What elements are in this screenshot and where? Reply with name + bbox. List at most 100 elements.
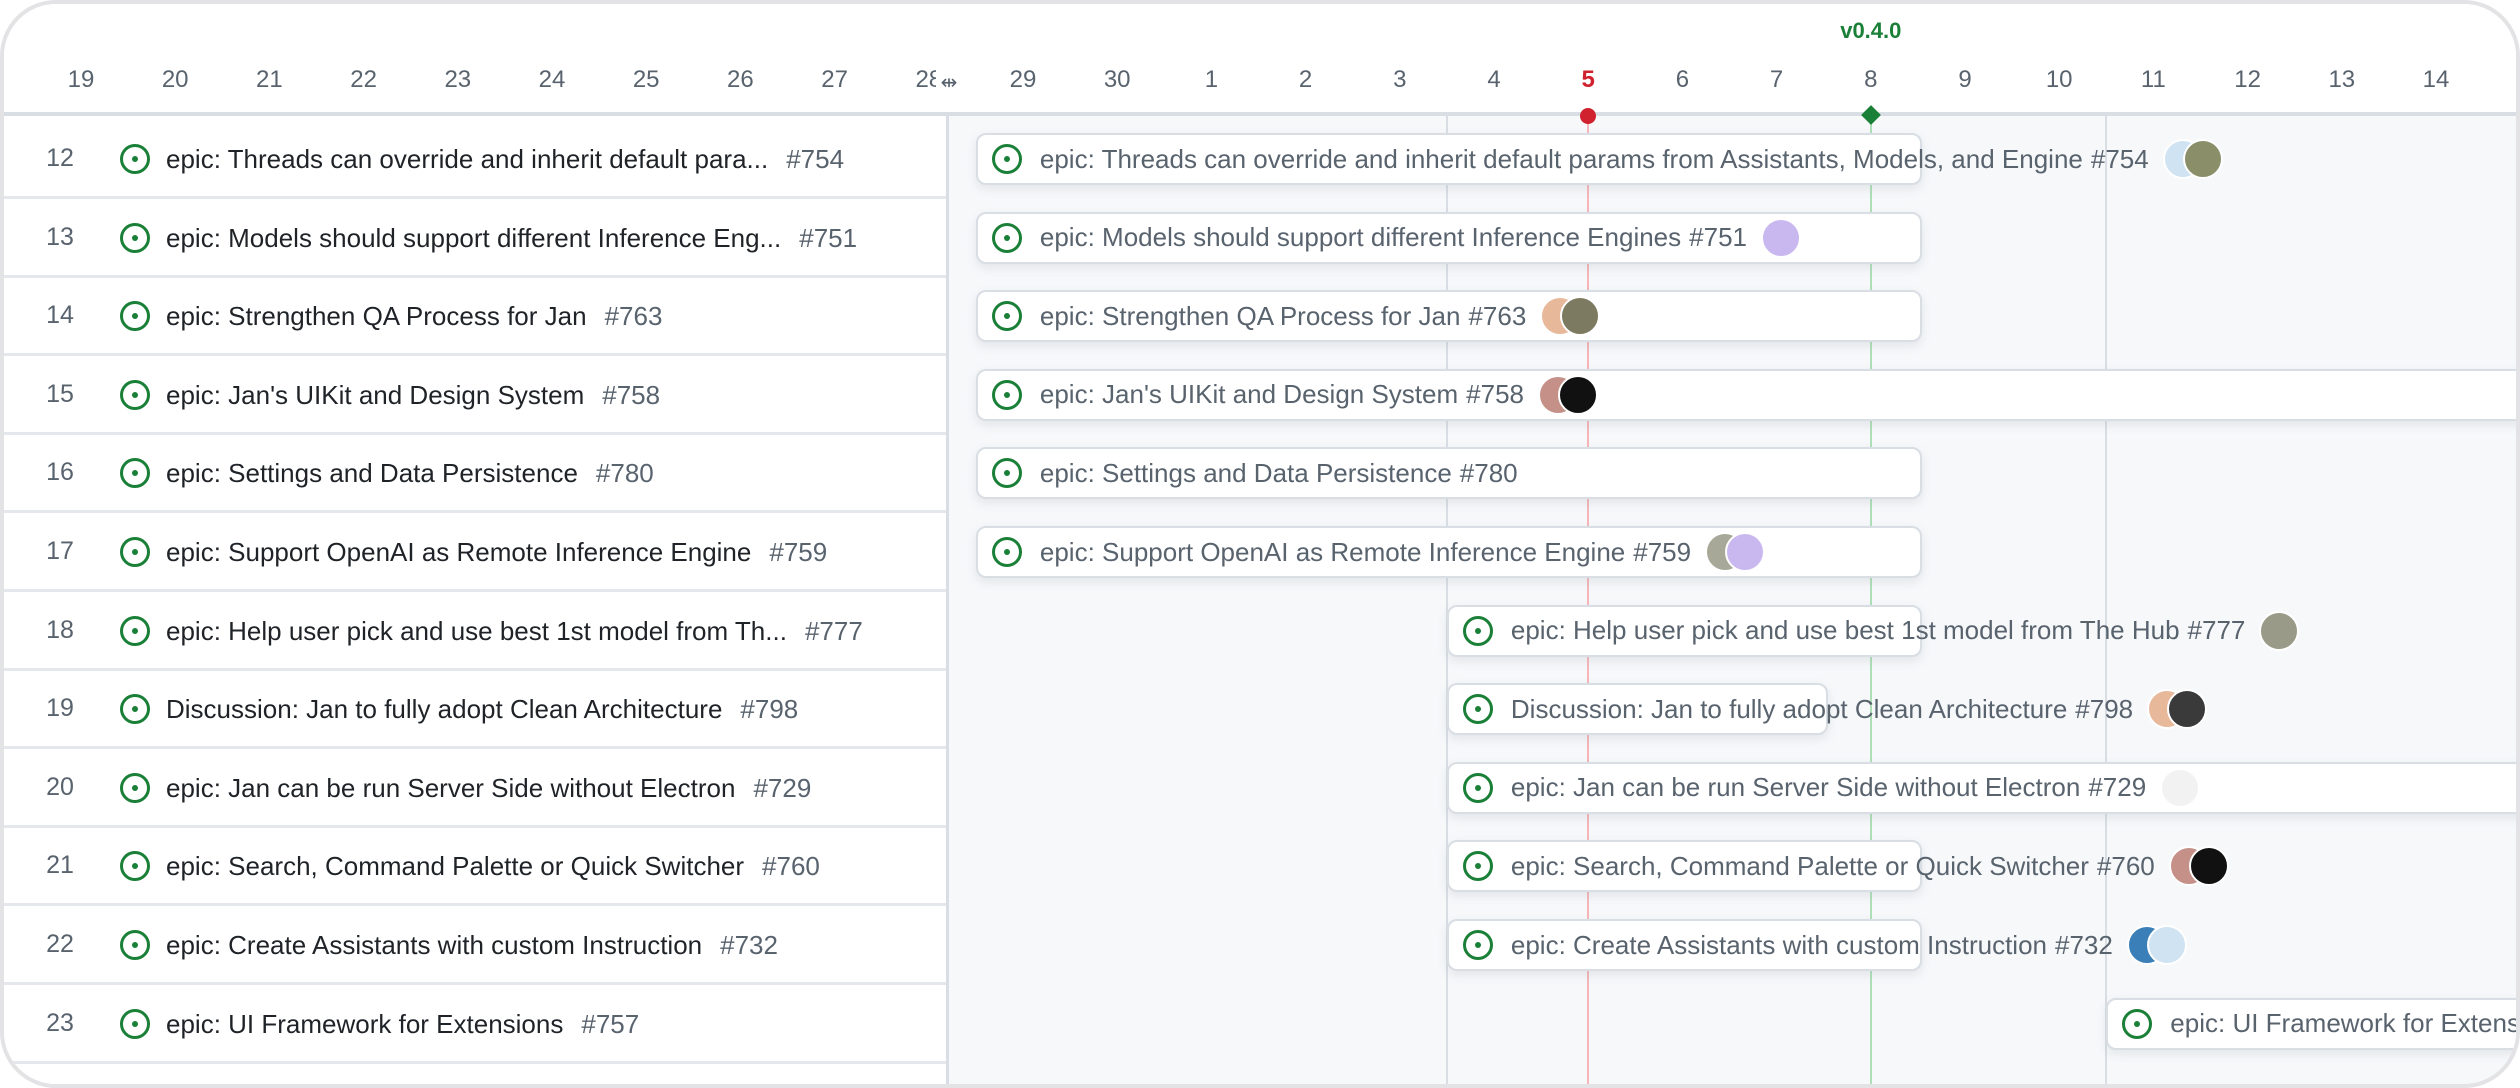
table-row[interactable]: 21 epic: Search, Command Palette or Quick… bbox=[4, 827, 946, 907]
issue-title-link[interactable]: epic: Search, Command Palette or Quick S… bbox=[166, 851, 820, 882]
avatar[interactable] bbox=[2259, 610, 2300, 651]
avatar[interactable] bbox=[1560, 296, 1601, 337]
bar-issue-number: #751 bbox=[1689, 222, 1747, 253]
bar-content: epic: Jan's UIKit and Design System #758 bbox=[991, 371, 1598, 419]
table-row[interactable]: 23 epic: UI Framework for Extensions #757 bbox=[4, 985, 946, 1064]
issue-number: #732 bbox=[720, 930, 778, 960]
day-tick: 13 bbox=[2328, 66, 2356, 93]
issue-number: #760 bbox=[762, 851, 820, 882]
roadmap-bar[interactable]: Discussion: Jan to fully adopt Clean Arc… bbox=[1446, 683, 2208, 736]
row-number: 18 bbox=[46, 615, 74, 644]
issue-number: #777 bbox=[804, 615, 863, 646]
issue-title-link[interactable]: epic: UI Framework for Extensions #757 bbox=[166, 1008, 640, 1039]
day-tick: 1 bbox=[1204, 66, 1219, 93]
issue-open-icon bbox=[120, 458, 150, 489]
assignee-avatars bbox=[2147, 689, 2208, 730]
roadmap-bar[interactable]: epic: Jan's UIKit and Design System #758 bbox=[975, 368, 2516, 421]
avatar[interactable] bbox=[2182, 139, 2223, 179]
issue-title-link[interactable]: epic: Jan's UIKit and Design System #758 bbox=[166, 379, 661, 410]
issue-title-link[interactable]: epic: Jan can be run Server Side without… bbox=[166, 772, 812, 803]
bar-title: epic: Jan can be run Server Side without… bbox=[1510, 772, 2081, 803]
bar-title: Discussion: Jan to fully adopt Clean Arc… bbox=[1510, 693, 2068, 724]
day-tick: 9 bbox=[1958, 66, 1972, 93]
table-row[interactable]: 13 epic: Models should support different … bbox=[4, 199, 946, 278]
issue-open-icon bbox=[1462, 615, 1493, 646]
issue-title-link[interactable]: epic: Threads can override and inherit d… bbox=[166, 144, 845, 174]
roadmap-bar[interactable]: epic: Threads can override and inherit d… bbox=[975, 133, 2223, 185]
issue-title-link[interactable]: epic: Support OpenAI as Remote Inference… bbox=[166, 537, 828, 567]
avatar[interactable] bbox=[2167, 689, 2208, 730]
issue-number: #751 bbox=[799, 222, 858, 253]
avatar[interactable] bbox=[1725, 532, 1766, 572]
roadmap-bar[interactable]: epic: Help user pick and use best 1st mo… bbox=[1446, 604, 2300, 657]
milestone-label[interactable]: v0.4.0 bbox=[1840, 18, 1902, 43]
issue-number: #780 bbox=[595, 458, 654, 489]
bar-content: epic: Models should support different In… bbox=[991, 214, 1801, 262]
bar-title: epic: Strengthen QA Process for Jan bbox=[1039, 300, 1461, 331]
roadmap-bar[interactable]: epic: Strengthen QA Process for Jan #763 bbox=[975, 290, 1922, 343]
assignee-avatars bbox=[2162, 139, 2223, 179]
resize-handle-icon[interactable]: ⇹ bbox=[936, 68, 962, 98]
roadmap-bar[interactable]: epic: Jan can be run Server Side without… bbox=[1446, 761, 2516, 814]
day-tick: 5 bbox=[1581, 66, 1595, 93]
issue-title-link[interactable]: epic: Strengthen QA Process for Jan #763 bbox=[166, 301, 663, 332]
roadmap-bar[interactable]: epic: Support OpenAI as Remote Inference… bbox=[975, 526, 1922, 578]
day-tick: 2 bbox=[1298, 66, 1313, 93]
issue-title-link[interactable]: epic: Create Assistants with custom Inst… bbox=[166, 930, 778, 960]
roadmap-bar[interactable]: epic: Create Assistants with custom Inst… bbox=[1446, 919, 2187, 971]
bar-title: epic: Create Assistants with custom Inst… bbox=[1510, 929, 2048, 960]
assignee-avatars bbox=[1705, 532, 1766, 572]
day-tick: 20 bbox=[161, 66, 189, 93]
issue-open-icon bbox=[120, 537, 150, 567]
avatar[interactable] bbox=[2188, 846, 2229, 887]
row-number: 12 bbox=[46, 144, 74, 172]
table-row[interactable]: 18 epic: Help user pick and use best 1st … bbox=[4, 592, 946, 671]
row-number: 21 bbox=[46, 851, 74, 880]
assignee-avatars bbox=[2160, 767, 2201, 808]
day-tick: 14 bbox=[2422, 66, 2450, 93]
day-tick: 19 bbox=[67, 66, 95, 93]
assignee-avatars bbox=[1761, 217, 1801, 258]
bar-issue-number: #758 bbox=[1466, 379, 1524, 410]
issue-title-link[interactable]: epic: Models should support different In… bbox=[166, 222, 858, 253]
issue-number: #754 bbox=[786, 144, 845, 174]
bar-title: epic: Models should support different In… bbox=[1039, 222, 1682, 253]
row-number: 22 bbox=[46, 930, 74, 958]
issue-title-link[interactable]: Discussion: Jan to fully adopt Clean Arc… bbox=[166, 694, 799, 725]
table-row[interactable]: 12 epic: Threads can override and inherit… bbox=[4, 120, 946, 199]
roadmap-bar[interactable]: epic: Settings and Data Persistence #780 bbox=[975, 447, 1922, 500]
roadmap-bar[interactable]: epic: UI Framework for Extensions #757 bbox=[2106, 997, 2516, 1050]
today-marker bbox=[1580, 108, 1597, 124]
table-row[interactable]: 14 epic: Strengthen QA Process for Jan #76… bbox=[4, 277, 946, 357]
table-row[interactable]: 16 epic: Settings and Data Persistence #78… bbox=[4, 434, 946, 514]
issue-open-icon bbox=[991, 458, 1022, 489]
avatar[interactable] bbox=[1558, 374, 1598, 415]
avatar[interactable] bbox=[2146, 925, 2187, 965]
table-row[interactable]: 22 epic: Create Assistants with custom In… bbox=[4, 906, 946, 985]
avatar[interactable] bbox=[1761, 217, 1801, 258]
bar-content: epic: Support OpenAI as Remote Inference… bbox=[991, 528, 1766, 576]
issue-open-icon bbox=[1462, 930, 1493, 960]
issue-title-link[interactable]: epic: Help user pick and use best 1st mo… bbox=[166, 615, 863, 646]
table-row[interactable]: 20 epic: Jan can be run Server Side witho… bbox=[4, 749, 946, 828]
table-row[interactable]: 17 epic: Support OpenAI as Remote Inferen… bbox=[4, 513, 946, 592]
roadmap-bar[interactable]: epic: Models should support different In… bbox=[975, 211, 1922, 264]
day-tick: 26 bbox=[727, 66, 754, 93]
assignee-avatars bbox=[2168, 846, 2229, 887]
issue-title-link[interactable]: epic: Settings and Data Persistence #780 bbox=[166, 458, 654, 489]
day-tick: 4 bbox=[1487, 66, 1501, 93]
bar-content: epic: UI Framework for Extensions #757 bbox=[2122, 1000, 2516, 1048]
bar-title: epic: Threads can override and inherit d… bbox=[1039, 143, 2083, 174]
timeline-header: 19 20 21 22 23 24 25 26 27 28 29 30 1 2 3 4 5 6 7 8 9 10 11 12 1… bbox=[4, 4, 2516, 116]
bar-issue-number: #729 bbox=[2088, 772, 2147, 803]
table-row[interactable]: 19 Discussion: Jan to fully adopt Clean A… bbox=[4, 670, 946, 750]
roadmap-bar[interactable]: epic: Search, Command Palette or Quick S… bbox=[1446, 840, 2229, 893]
row-number: 23 bbox=[46, 1008, 74, 1037]
assignee-avatars bbox=[2259, 610, 2300, 651]
table-row[interactable]: 15 epic: Jan's UIKit and Design System #75… bbox=[4, 356, 946, 435]
avatar[interactable] bbox=[2160, 767, 2201, 808]
issue-number: #763 bbox=[604, 301, 663, 332]
bar-content: epic: Help user pick and use best 1st mo… bbox=[1462, 607, 2300, 655]
issue-open-icon bbox=[1462, 772, 1493, 803]
